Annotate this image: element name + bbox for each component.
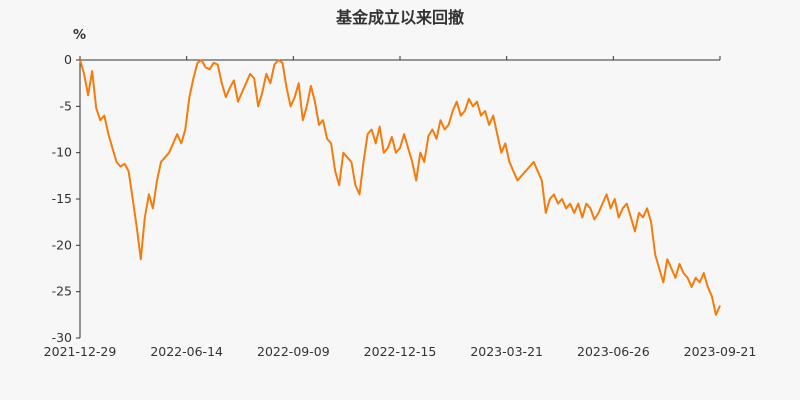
- y-tick-label: -25: [52, 284, 72, 299]
- x-tick-label: 2023-06-26: [577, 344, 650, 359]
- y-tick-label: -5: [60, 98, 72, 113]
- series-lines: [79, 59, 721, 316]
- y-tick-label: -10: [52, 145, 72, 160]
- x-tick-label: 2021-12-29: [44, 344, 117, 359]
- y-tick-label: -15: [52, 191, 72, 206]
- x-tick-label: 2023-09-21: [684, 344, 757, 359]
- y-axis-unit-label: %: [73, 28, 87, 43]
- x-tick-label: 2023-03-21: [470, 344, 543, 359]
- x-tick-labels: 2021-12-29 2022-06-14 2022-09-09 2022-12-15…: [44, 344, 757, 359]
- axes: [76, 56, 721, 339]
- x-tick-label: 2022-12-15: [364, 344, 437, 359]
- y-tick-label: -20: [52, 237, 72, 252]
- drawdown-line: [79, 59, 721, 316]
- y-tick-labels: 0 -5 -10 -15 -20 -25 -30: [52, 52, 72, 345]
- chart-title: 基金成立以来回撤: [335, 8, 464, 27]
- x-tick-label: 2022-06-14: [150, 344, 223, 359]
- y-tick-label: -30: [52, 330, 72, 345]
- y-tick-label: 0: [64, 52, 72, 67]
- x-tick-label: 2022-09-09: [257, 344, 330, 359]
